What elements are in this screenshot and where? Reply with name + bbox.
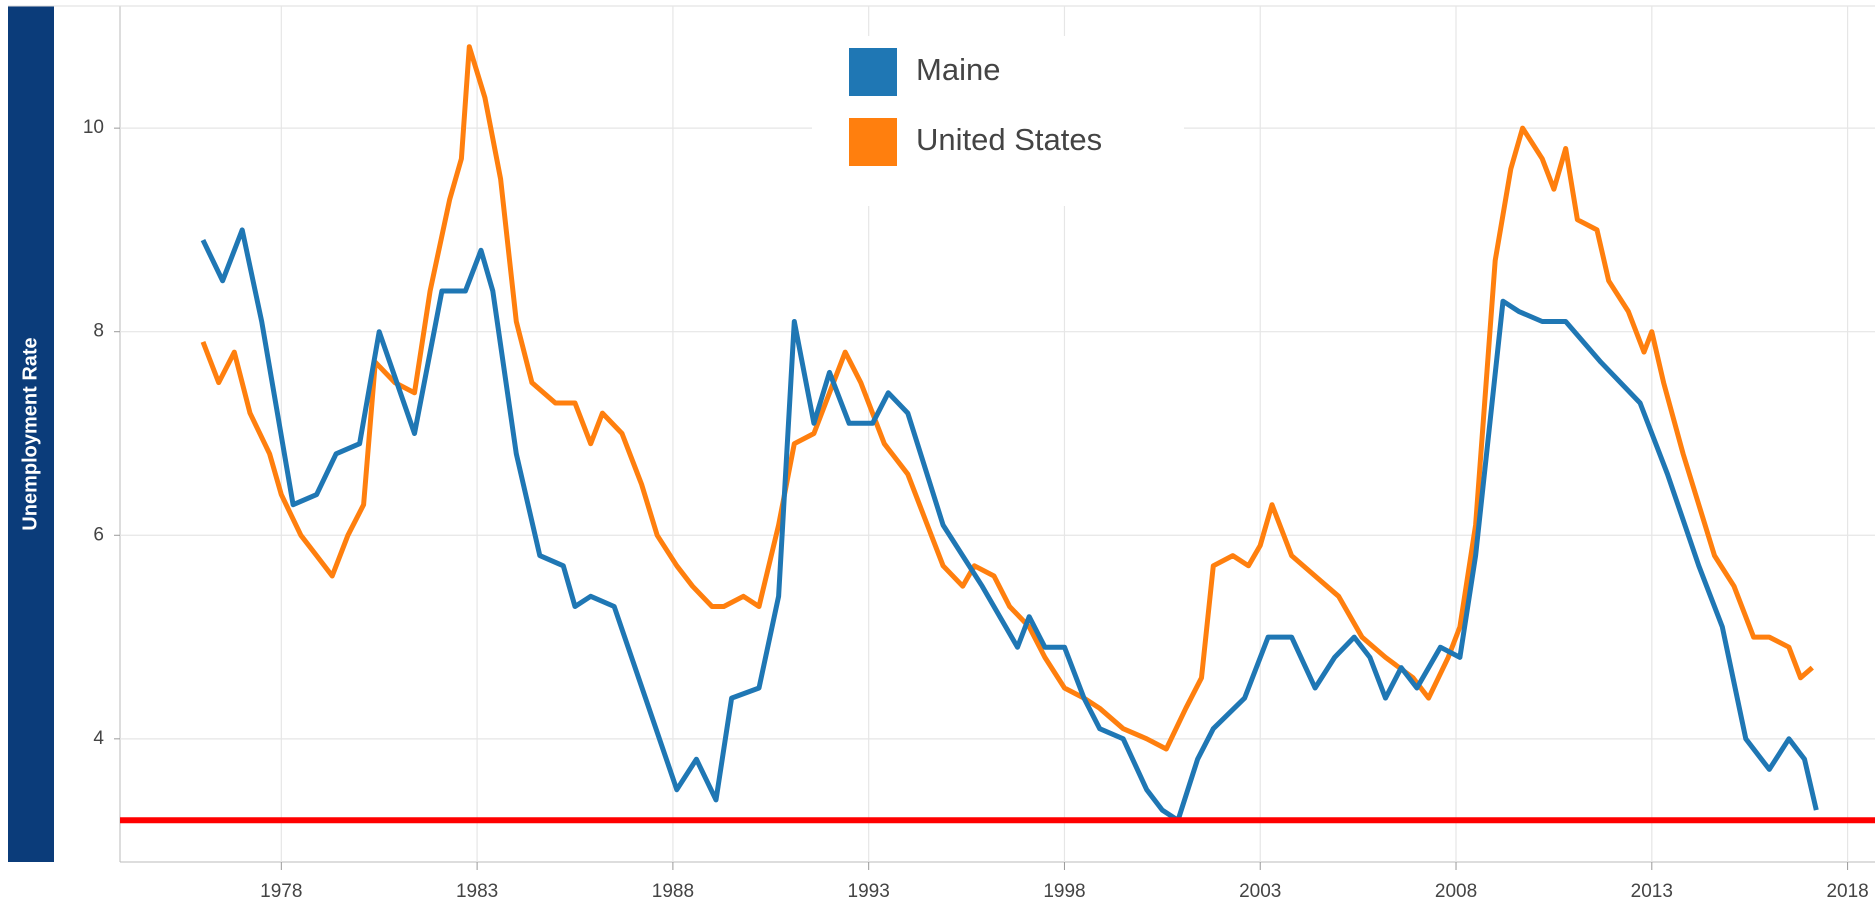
y-tick-label: 6 xyxy=(93,524,104,545)
x-tick-label: 1993 xyxy=(848,881,890,902)
legend: Maine United States xyxy=(812,36,1184,206)
x-tick-label: 1998 xyxy=(1043,881,1085,902)
x-tick-label: 2013 xyxy=(1631,881,1673,902)
legend-swatch xyxy=(849,48,897,96)
y-axis-title: Unemployment Rate xyxy=(19,337,41,530)
legend-swatch xyxy=(849,118,897,166)
legend-label: United States xyxy=(916,122,1102,157)
y-tick-label: 4 xyxy=(93,728,104,749)
x-tick-label: 1978 xyxy=(260,881,302,902)
x-tick-label: 1988 xyxy=(652,881,694,902)
series-line xyxy=(200,227,1819,823)
x-tick-label: 2008 xyxy=(1435,881,1477,902)
y-tick-label: 10 xyxy=(83,117,104,138)
x-tick-label: 1983 xyxy=(456,881,498,902)
y-axis-band xyxy=(8,6,54,862)
x-tick-label: 2003 xyxy=(1239,881,1281,902)
series-line xyxy=(200,44,1814,752)
y-tick-label: 8 xyxy=(93,321,104,342)
legend-label: Maine xyxy=(916,52,1000,87)
x-tick-label: 2018 xyxy=(1826,881,1868,902)
